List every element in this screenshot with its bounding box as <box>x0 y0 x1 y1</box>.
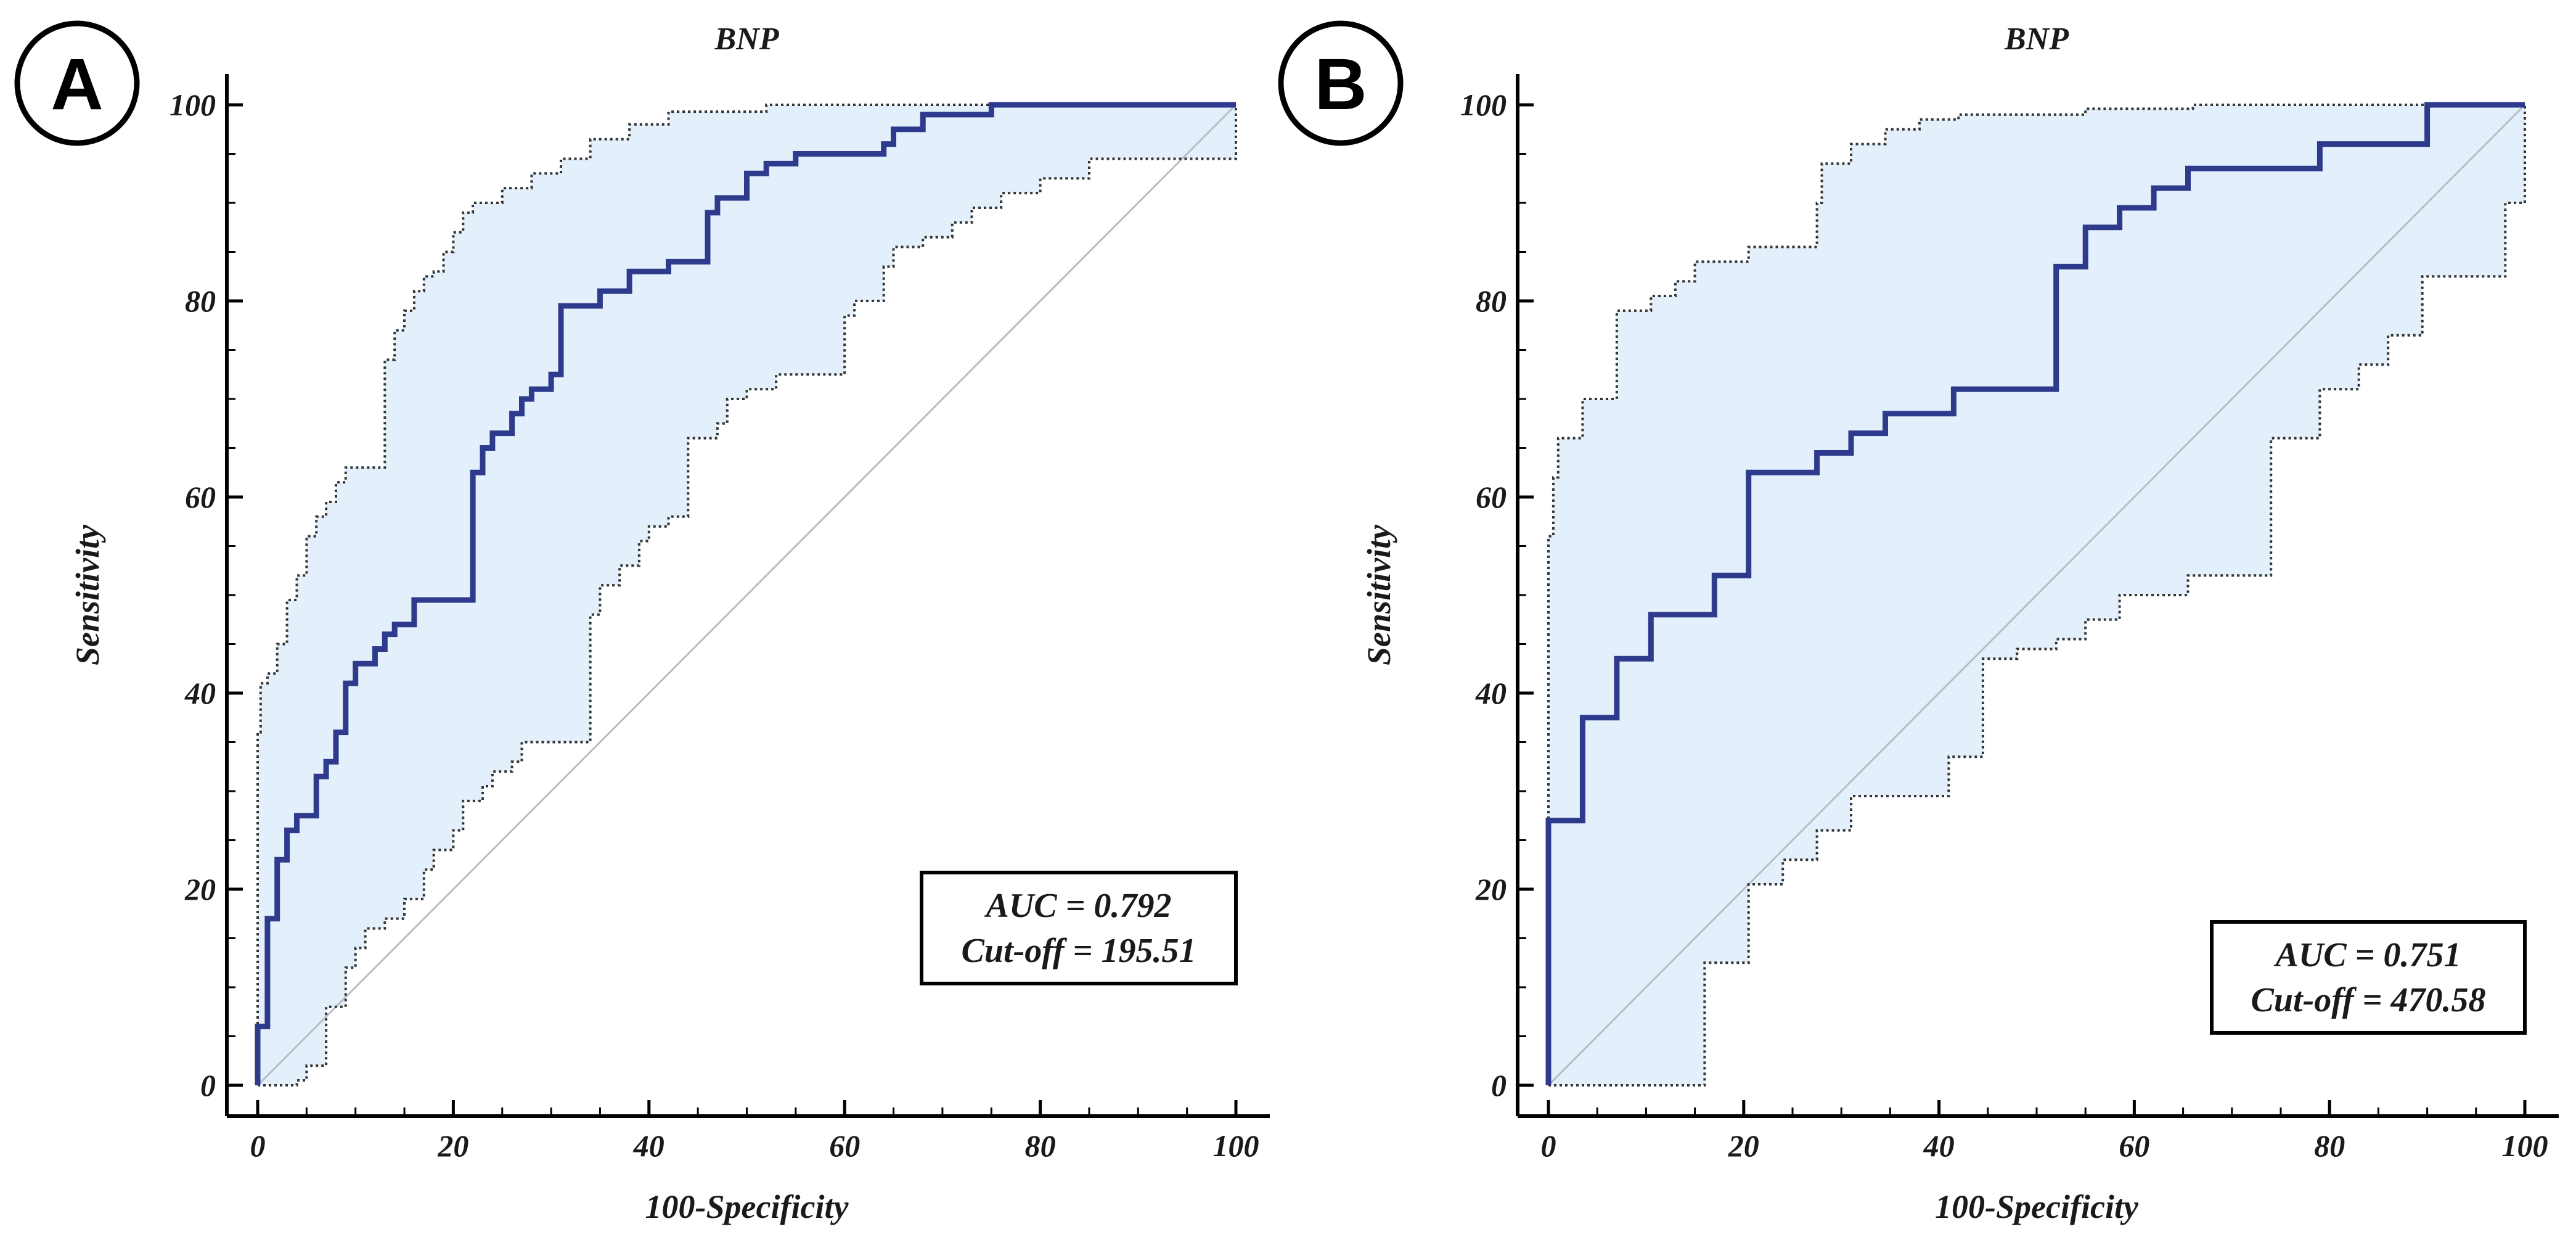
upper-ci-line <box>1547 104 2525 1085</box>
x-tick-label: 0 <box>1541 1128 1556 1163</box>
y-tick-label: 40 <box>184 676 216 710</box>
y-axis-label: Sensitivity <box>1360 524 1397 665</box>
roc-curve <box>255 102 1236 1085</box>
roc-panel-b: 0 20 40 60 80 100 0 20 40 60 80 100 BNP 100-Specifici… <box>1278 20 2559 1225</box>
y-tick-label: 80 <box>1476 284 1507 318</box>
x-axis-label: 100-Specificity <box>645 1188 849 1225</box>
chart-title: BNP <box>2004 22 2069 57</box>
panel-letter: A <box>51 44 103 125</box>
panel-letter-circle <box>1278 20 1404 146</box>
y-tick-label: 80 <box>185 284 216 318</box>
chart-title: BNP <box>714 22 780 57</box>
x-tick-label: 80 <box>1025 1128 1056 1163</box>
y-tick-label: 100 <box>170 88 216 122</box>
panel-letter-circle <box>14 20 140 146</box>
x-tick-label: 40 <box>1923 1128 1955 1163</box>
x-tick-label: 20 <box>1728 1128 1759 1163</box>
x-tick-label: 60 <box>2119 1128 2149 1163</box>
cutoff-text: Cut-off = 470.58 <box>2251 981 2486 1019</box>
y-tick-label: 60 <box>185 480 216 514</box>
auc-text: AUC = 0.792 <box>984 887 1171 925</box>
y-tick-label: 0 <box>1491 1068 1507 1103</box>
y-tick-label: 0 <box>200 1068 216 1103</box>
reference-line <box>1547 104 2526 1087</box>
cutoff-text: Cut-off = 195.51 <box>962 932 1196 970</box>
x-tick-label: 100 <box>1213 1128 1259 1163</box>
x-tick-label: 100 <box>2502 1128 2548 1163</box>
x-tick-label: 40 <box>633 1128 664 1163</box>
y-tick-label: 60 <box>1476 480 1507 514</box>
roc-panel-a: 0 20 40 60 80 100 0 20 40 60 80 100 BNP 100-Specifici… <box>14 20 1270 1225</box>
auc-text: AUC = 0.751 <box>2273 936 2461 974</box>
x-tick-label: 0 <box>250 1128 266 1163</box>
lower-ci-line <box>258 105 1237 1087</box>
roc-curve <box>1545 102 2525 1085</box>
annotation-box <box>920 871 1238 985</box>
reference-line <box>256 104 1237 1087</box>
y-tick-label: 100 <box>1460 88 1507 122</box>
ci-band <box>258 105 1236 1085</box>
x-tick-label: 80 <box>2314 1128 2345 1163</box>
y-tick-label: 20 <box>184 872 216 906</box>
y-tick-label: 20 <box>1475 872 1507 906</box>
x-tick-label: 60 <box>829 1128 860 1163</box>
y-axis-label: Sensitivity <box>69 524 106 665</box>
y-tick-label: 40 <box>1475 676 1507 710</box>
x-tick-label: 20 <box>437 1128 468 1163</box>
upper-ci-line <box>256 104 1236 1085</box>
panel-letter: B <box>1314 44 1367 125</box>
annotation-box <box>2210 920 2527 1035</box>
x-axis-label: 100-Specificity <box>1935 1188 2139 1225</box>
